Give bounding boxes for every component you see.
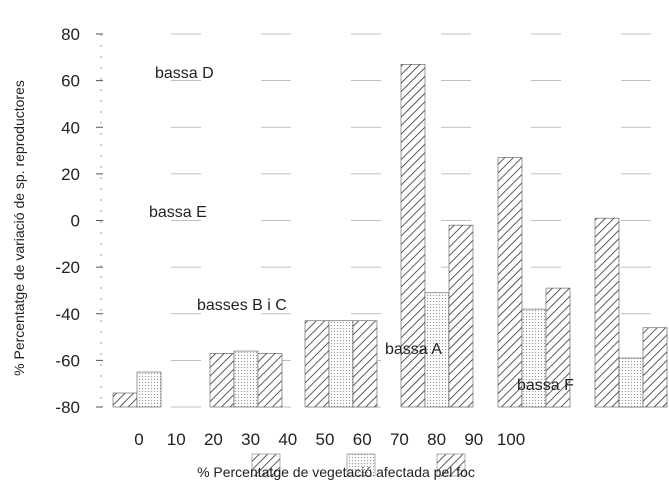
annotation-label: bassa F [517,377,574,394]
bar [257,353,283,408]
bar [545,287,571,408]
legend-swatches [251,453,466,477]
annotation-label: basses B i C [197,297,287,314]
x-tick-label: 60 [353,430,372,449]
x-tick-label: 10 [167,430,186,449]
y-tick-label: 40 [61,118,80,137]
y-tick-label: -60 [55,351,80,370]
bar [400,64,426,408]
bar [112,392,138,408]
annotation-label: bassa D [155,65,214,82]
annotation-label: bassa E [149,204,207,221]
bar [448,224,474,408]
legend-swatch [251,453,281,477]
x-tick-label: 80 [427,430,446,449]
x-tick-label: 50 [316,430,335,449]
bar [594,217,620,408]
bar [642,327,668,408]
x-axis-title: % Percentatge de vegetació afectada pel … [197,464,475,480]
x-tick-label: 0 [134,430,143,449]
annotation-label: bassa A [385,341,442,358]
x-tick-label: 100 [497,430,525,449]
y-tick-label: 20 [61,165,80,184]
x-tick-label: 70 [390,430,409,449]
y-tick-label: 60 [61,72,80,91]
y-tick-label: 80 [61,25,80,44]
bar [618,357,644,408]
bar [352,320,378,408]
bar [304,320,330,408]
x-tick-label: 40 [278,430,297,449]
bars [112,64,668,408]
bar [497,157,523,408]
bar [136,371,162,408]
bar [209,353,235,408]
x-tick-label: 90 [464,430,483,449]
bar [424,292,450,408]
y-tick-label: -40 [55,305,80,324]
legend-swatch [346,453,376,477]
y-tick-label: -80 [55,398,80,417]
y-axis: 80 60 40 20 0 -20 -40 -60 -80 [55,25,662,417]
y-axis-title: % Percentatge de variació de sp. reprodu… [11,80,27,376]
x-axis: 0 10 20 30 40 50 60 70 80 90 100 [134,430,525,449]
x-tick-label: 30 [241,430,260,449]
bar [328,320,354,408]
bar [233,350,259,408]
x-tick-label: 20 [204,430,223,449]
annotations: bassa D bassa E basses B i C bassa A bassa F [149,65,574,394]
y-tick-label: 0 [71,212,80,231]
y-tick-label: -20 [55,258,80,277]
legend-swatch [436,453,466,477]
